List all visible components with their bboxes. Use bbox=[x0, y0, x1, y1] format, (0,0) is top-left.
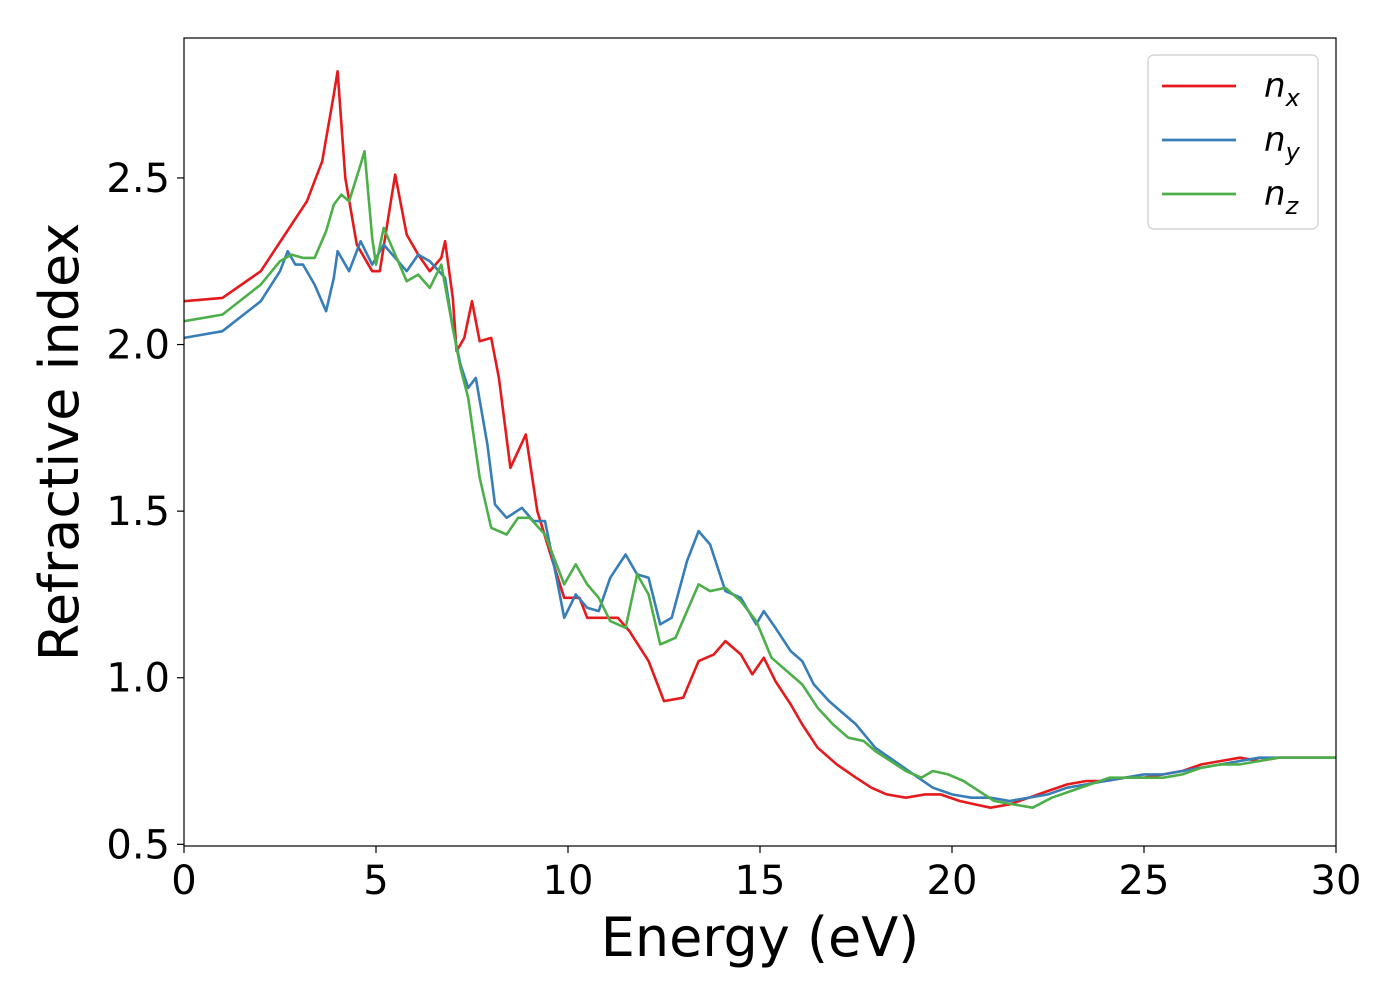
series-line-ny bbox=[184, 239, 1336, 803]
legend-label-subscript: z bbox=[1285, 192, 1300, 220]
x-tick-label: 25 bbox=[1119, 858, 1170, 904]
y-tick-label: 0.5 bbox=[106, 822, 170, 868]
series-layer bbox=[184, 70, 1336, 809]
legend-label-nx: nx bbox=[1264, 66, 1301, 112]
legend-label-base: n bbox=[1264, 66, 1286, 106]
y-tick-label: 2.5 bbox=[106, 156, 170, 202]
legend-box bbox=[1147, 54, 1319, 230]
y-tick-label: 1.0 bbox=[106, 656, 170, 702]
x-tick-label: 15 bbox=[735, 858, 786, 904]
series-line-nx bbox=[184, 70, 1336, 809]
legend-label-ny: ny bbox=[1264, 120, 1301, 166]
x-axis-title: Energy (eV) bbox=[601, 906, 920, 969]
x-tick-label: 30 bbox=[1311, 858, 1362, 904]
y-tick-label: 2.0 bbox=[106, 323, 170, 369]
y-tick-label: 1.5 bbox=[106, 489, 170, 535]
legend-label-subscript: y bbox=[1285, 138, 1301, 166]
x-tick-label: 0 bbox=[171, 858, 196, 904]
legend-label-nz: nz bbox=[1264, 174, 1300, 220]
x-tick-label: 10 bbox=[543, 858, 594, 904]
plot-area bbox=[184, 38, 1336, 846]
series-line-nz bbox=[184, 150, 1336, 809]
x-tick-label: 20 bbox=[927, 858, 978, 904]
x-axis: 0 5 10 15 20 25 30 bbox=[171, 846, 1361, 904]
x-tick-label: 5 bbox=[363, 858, 388, 904]
y-axis: 0.5 1.0 1.5 2.0 2.5 bbox=[106, 156, 184, 868]
legend-label-subscript: x bbox=[1285, 84, 1301, 112]
legend-label-base: n bbox=[1264, 174, 1286, 214]
y-axis-title: Refractive index bbox=[28, 223, 91, 662]
legend-label-base: n bbox=[1264, 120, 1286, 160]
